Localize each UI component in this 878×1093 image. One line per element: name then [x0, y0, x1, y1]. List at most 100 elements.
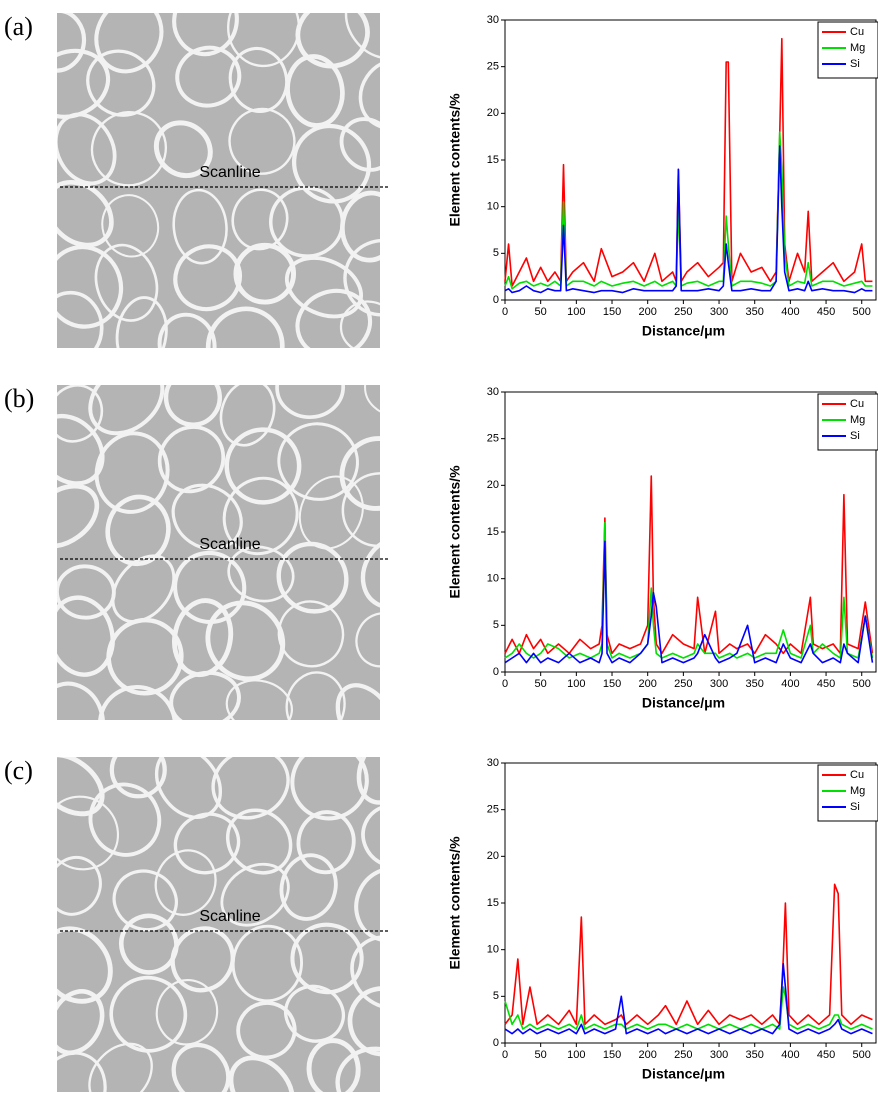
panel-label: (c)	[4, 756, 33, 785]
y-tick-label: 20	[487, 479, 499, 491]
legend-label: Mg	[850, 785, 865, 797]
scanline-label: Scanline	[199, 908, 260, 925]
grain-boundary	[228, 46, 289, 113]
legend-label: Cu	[850, 398, 864, 410]
grain-boundary	[172, 188, 228, 265]
x-tick-label: 100	[567, 306, 585, 318]
grain-boundary	[224, 427, 302, 505]
y-tick-label: 15	[487, 897, 499, 909]
x-tick-label: 200	[639, 1049, 657, 1061]
micrograph	[57, 385, 380, 720]
x-tick-label: 350	[746, 1049, 764, 1061]
x-tick-label: 300	[710, 1049, 728, 1061]
grain-boundary	[171, 1042, 231, 1092]
grain-boundary	[295, 13, 370, 69]
legend-label: Cu	[850, 769, 864, 781]
grain-boundary	[335, 1046, 380, 1092]
grain-boundary	[306, 1038, 361, 1092]
grain-boundary	[154, 849, 217, 916]
grain-boundary	[153, 120, 213, 179]
x-axis-label: Distance/μm	[642, 695, 725, 711]
legend-box	[817, 21, 878, 79]
y-tick-label: 10	[487, 944, 499, 956]
y-tick-label: 25	[487, 433, 499, 445]
x-tick-label: 400	[781, 306, 799, 318]
grain-boundary	[205, 306, 285, 348]
grain-boundary	[171, 483, 243, 551]
x-tick-label: 350	[746, 306, 764, 318]
x-tick-label: 150	[603, 306, 621, 318]
grain-boundary	[119, 913, 179, 975]
grain-boundary	[228, 1055, 295, 1092]
grain-boundary	[169, 670, 241, 720]
legend-label: Si	[850, 430, 860, 442]
grain-boundary	[285, 671, 346, 720]
y-tick-label: 15	[487, 154, 499, 166]
x-tick-label: 250	[674, 678, 692, 690]
x-tick-label: 450	[817, 1049, 835, 1061]
y-tick-label: 30	[487, 757, 499, 769]
grain-boundary	[57, 681, 105, 720]
grain-boundary	[173, 812, 241, 875]
grain-boundary	[115, 296, 168, 348]
y-tick-label: 10	[487, 201, 499, 213]
grain-boundary	[275, 385, 345, 420]
panel-label: (a)	[4, 12, 33, 41]
grain-boundary	[88, 782, 162, 857]
grain-boundary	[57, 112, 117, 186]
grain-boundary	[290, 922, 364, 995]
x-tick-label: 450	[817, 678, 835, 690]
data-line	[504, 521, 874, 659]
grain-boundary	[57, 855, 102, 916]
grain-boundary	[276, 541, 349, 614]
x-tick-label: 50	[535, 306, 547, 318]
grain-boundary	[205, 600, 286, 682]
grain-boundary	[219, 385, 276, 447]
y-tick-label: 10	[487, 573, 499, 585]
legend-label: Mg	[850, 42, 865, 54]
grain-boundary	[109, 757, 167, 799]
legend-box	[817, 393, 878, 451]
grain-boundary	[163, 385, 222, 427]
grain-boundary	[341, 472, 380, 548]
grain-boundary	[101, 194, 160, 258]
grain-boundary	[227, 545, 295, 603]
plot-frame	[504, 762, 877, 1044]
grain-boundary	[295, 288, 373, 348]
y-tick-label: 5	[493, 990, 499, 1002]
x-tick-label: 0	[502, 306, 508, 318]
grain-boundary	[350, 935, 380, 1010]
grain-boundary	[57, 244, 124, 329]
x-tick-label: 50	[535, 678, 547, 690]
grain-boundary	[94, 243, 159, 322]
grain-boundary	[277, 422, 359, 501]
x-tick-label: 500	[853, 1049, 871, 1061]
grain-boundary	[170, 926, 235, 993]
x-tick-label: 400	[781, 1049, 799, 1061]
data-line	[504, 37, 873, 287]
grain-boundary	[57, 1051, 107, 1092]
grain-boundary	[88, 385, 165, 436]
x-tick-label: 500	[853, 678, 871, 690]
grain-boundary	[94, 13, 164, 74]
data-line	[504, 475, 874, 655]
y-tick-label: 5	[493, 619, 499, 631]
grain-boundary	[290, 757, 369, 821]
legend-label: Si	[850, 801, 860, 813]
grain-boundary	[57, 989, 105, 1055]
legend-label: Mg	[850, 414, 865, 426]
y-tick-label: 5	[493, 247, 499, 259]
grain-boundary	[344, 13, 380, 60]
y-tick-label: 30	[487, 14, 499, 26]
plot-frame	[504, 391, 877, 673]
data-line	[504, 131, 873, 290]
y-tick-label: 15	[487, 526, 499, 538]
data-line	[504, 986, 873, 1030]
x-tick-label: 200	[639, 678, 657, 690]
legend-label: Si	[850, 58, 860, 70]
grain-boundary	[233, 242, 297, 305]
data-line	[504, 962, 873, 1035]
x-tick-label: 350	[746, 678, 764, 690]
x-tick-label: 250	[674, 1049, 692, 1061]
